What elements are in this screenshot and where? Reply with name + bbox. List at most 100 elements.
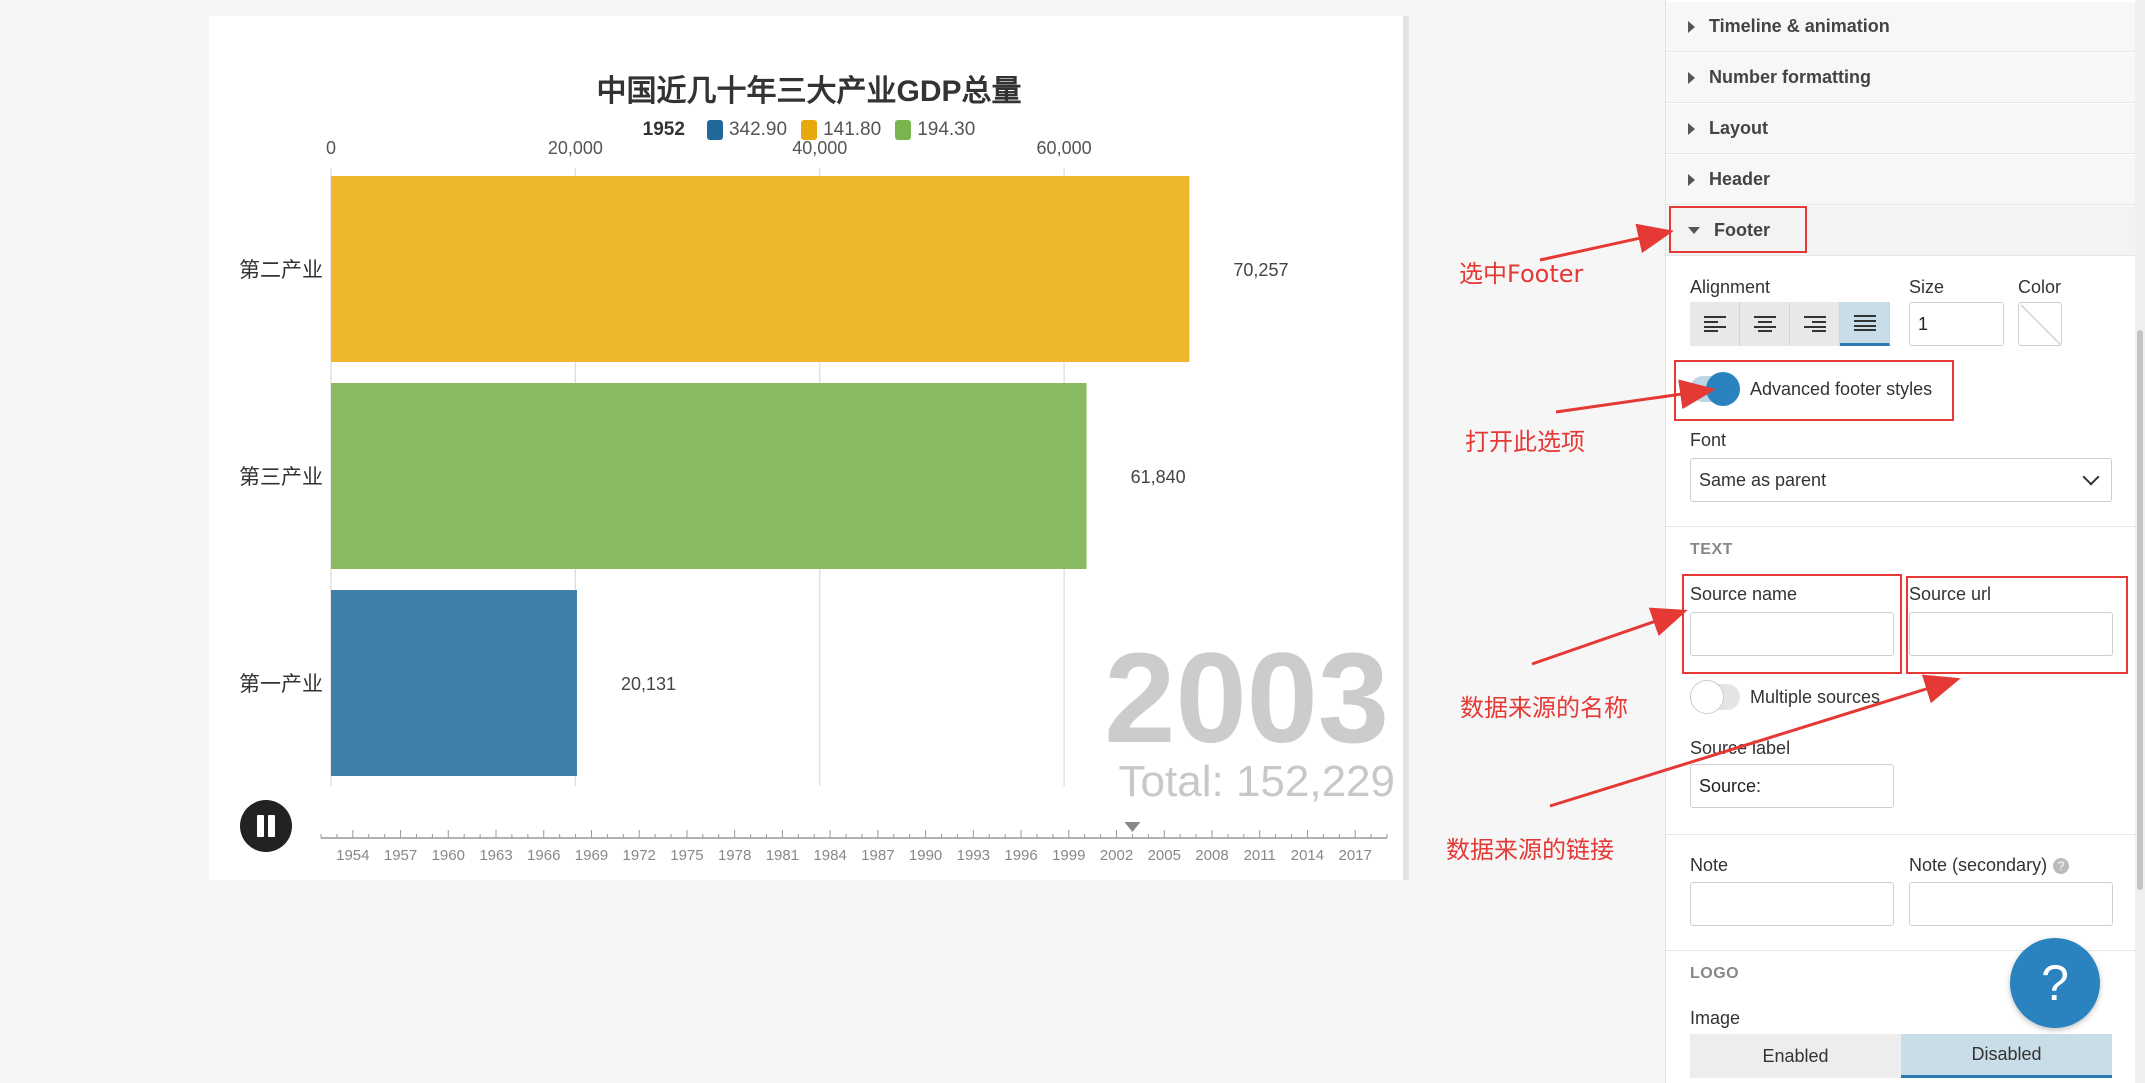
timeline-year-label: 1993 bbox=[957, 847, 990, 864]
font-select[interactable]: Same as parent bbox=[1690, 458, 2112, 502]
align-right-button[interactable] bbox=[1790, 302, 1840, 346]
caret-down-icon bbox=[1688, 227, 1700, 234]
image-disabled-button[interactable]: Disabled bbox=[1901, 1034, 2112, 1078]
timeline-year-label: 1972 bbox=[623, 847, 656, 864]
help-circle-icon[interactable]: ? bbox=[2053, 858, 2070, 875]
annotation-source-url: 数据来源的链接 bbox=[1446, 836, 1614, 864]
align-justify-icon bbox=[1853, 314, 1876, 331]
legend-swatch-3 bbox=[895, 120, 912, 140]
timeline-year-label: 2014 bbox=[1291, 847, 1324, 864]
size-input[interactable]: 1 bbox=[1909, 302, 2004, 346]
section-label: Layout bbox=[1709, 118, 1769, 138]
timeline-year-label: 1990 bbox=[909, 847, 942, 864]
legend-year: 1952 bbox=[642, 119, 685, 140]
legend-value-3: 194.30 bbox=[917, 119, 976, 140]
note-secondary-text: Note (secondary) bbox=[1909, 855, 2048, 875]
category-label: 第一产业 bbox=[239, 672, 323, 696]
timeline-year-label: 1960 bbox=[432, 847, 465, 864]
align-center-button[interactable] bbox=[1740, 302, 1790, 346]
legend-item-1: 342.90 bbox=[706, 119, 788, 141]
size-label: Size bbox=[1909, 277, 1945, 297]
timeline-year-label: 1996 bbox=[1004, 847, 1037, 864]
caret-right-icon bbox=[1688, 122, 1695, 135]
section-label: Timeline & animation bbox=[1709, 16, 1890, 36]
section-number-formatting[interactable]: Number formatting bbox=[1666, 53, 2136, 103]
source-label-label: Source label bbox=[1690, 738, 1791, 758]
section-header[interactable]: Header bbox=[1666, 155, 2136, 205]
timeline-year-label: 1957 bbox=[384, 847, 417, 864]
source-label-input[interactable]: Source: bbox=[1690, 764, 1894, 808]
align-left-button[interactable] bbox=[1690, 302, 1740, 346]
image-label: Image bbox=[1690, 1008, 1741, 1028]
divider bbox=[1666, 950, 2136, 951]
align-right-icon bbox=[1803, 316, 1826, 332]
legend-value-2: 141.80 bbox=[823, 119, 882, 140]
text-heading: TEXT bbox=[1690, 541, 1733, 558]
timeline-year-label: 1963 bbox=[479, 847, 512, 864]
source-name-input[interactable] bbox=[1690, 612, 1894, 656]
timeline-year-label: 1978 bbox=[718, 847, 751, 864]
caret-right-icon bbox=[1688, 173, 1695, 186]
arrow-source-name bbox=[1531, 607, 1688, 666]
toggle-knob bbox=[1706, 372, 1740, 406]
x-tick-label: 0 bbox=[326, 138, 336, 158]
legend-value-1: 342.90 bbox=[728, 119, 788, 140]
x-tick-label: 60,000 bbox=[1037, 138, 1092, 158]
advanced-footer-label: Advanced footer styles bbox=[1750, 378, 1933, 399]
timeline-year-label: 2002 bbox=[1100, 847, 1133, 864]
annotation-source-name: 数据来源的名称 bbox=[1460, 694, 1628, 722]
bar[interactable] bbox=[331, 383, 1087, 569]
legend-swatch-2 bbox=[801, 120, 818, 140]
section-layout[interactable]: Layout bbox=[1666, 104, 2136, 154]
timeline[interactable]: 1954 1957 1960 1963 1966 1969 1972 1975 1978 1981… bbox=[320, 822, 1388, 864]
value-label: 61,840 bbox=[1131, 467, 1186, 487]
timeline-year-label: 2008 bbox=[1195, 847, 1228, 864]
chart-legend: 1952 342.90 141.80 194.30 bbox=[209, 116, 1409, 144]
timeline-year-label: 1999 bbox=[1052, 847, 1085, 864]
timeline-marker[interactable] bbox=[1124, 822, 1141, 832]
help-button[interactable]: ? bbox=[2010, 938, 2100, 1028]
source-url-input[interactable] bbox=[1909, 612, 2113, 656]
image-enabled-button[interactable]: Enabled bbox=[1690, 1034, 1901, 1078]
section-footer[interactable]: Footer bbox=[1666, 206, 2136, 256]
timeline-year-label: 2017 bbox=[1338, 847, 1371, 864]
total-label: Total: 152,229 bbox=[1119, 757, 1395, 806]
note-input[interactable] bbox=[1690, 882, 1894, 926]
multiple-sources-label: Multiple sources bbox=[1750, 686, 1881, 707]
x-tick-label: 40,000 bbox=[792, 138, 847, 158]
chevron-down-icon bbox=[2082, 468, 2100, 486]
align-left-icon bbox=[1703, 316, 1726, 332]
legend-item-3: 194.30 bbox=[895, 119, 975, 141]
logo-heading: LOGO bbox=[1690, 965, 1740, 982]
empty-color-icon bbox=[2020, 304, 2061, 345]
x-tick-label: 20,000 bbox=[548, 138, 603, 158]
align-justify-button[interactable] bbox=[1840, 302, 1890, 346]
bar[interactable] bbox=[331, 590, 577, 776]
note-label: Note bbox=[1690, 855, 1729, 875]
scrollbar-thumb[interactable] bbox=[2137, 330, 2143, 890]
big-year-label: 2003 bbox=[1104, 627, 1389, 770]
value-label: 20,131 bbox=[621, 674, 676, 694]
color-label: Color bbox=[2018, 277, 2062, 297]
timeline-year-label: 1981 bbox=[766, 847, 799, 864]
alignment-label: Alignment bbox=[1690, 277, 1771, 297]
note-secondary-input[interactable] bbox=[1909, 882, 2113, 926]
align-center-icon bbox=[1753, 316, 1776, 332]
multiple-sources-toggle[interactable]: Multiple sources bbox=[1690, 680, 1881, 714]
advanced-footer-toggle[interactable]: Advanced footer styles bbox=[1690, 372, 1933, 406]
bar[interactable] bbox=[331, 176, 1190, 362]
pause-button[interactable] bbox=[240, 800, 292, 852]
source-name-label: Source name bbox=[1690, 584, 1798, 604]
timeline-year-label: 1954 bbox=[336, 847, 369, 864]
timeline-year-label: 1987 bbox=[861, 847, 894, 864]
timeline-year-label: 1969 bbox=[575, 847, 608, 864]
section-timeline-animation[interactable]: Timeline & animation bbox=[1666, 2, 2136, 52]
pause-icon bbox=[257, 815, 264, 837]
caret-right-icon bbox=[1688, 71, 1695, 84]
section-label: Footer bbox=[1714, 220, 1770, 240]
bar-chart: 0 20,000 40,000 60,000 第二产业 70,257 第三产业 61,840… bbox=[239, 138, 1395, 864]
toggle-track bbox=[1690, 680, 1740, 714]
timeline-year-label: 1975 bbox=[670, 847, 703, 864]
color-picker[interactable] bbox=[2018, 302, 2062, 346]
toggle-knob bbox=[1690, 680, 1724, 714]
